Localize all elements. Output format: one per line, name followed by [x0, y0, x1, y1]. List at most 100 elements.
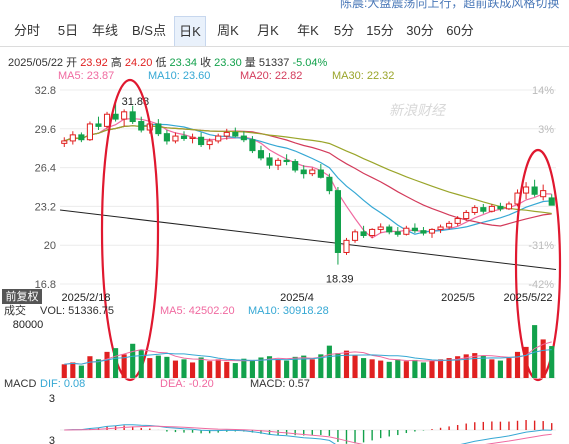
- candle-body: [180, 135, 188, 139]
- candle-body: [377, 226, 384, 230]
- open-value: 23.92: [80, 57, 108, 69]
- volume-bar: [429, 360, 435, 378]
- y-tick-label: 20: [44, 240, 56, 252]
- tab-3[interactable]: B/S点: [132, 23, 166, 38]
- volume-bar: [95, 359, 102, 378]
- candle-body: [121, 111, 128, 120]
- open-label: 开: [66, 57, 78, 69]
- volume-bar: [249, 359, 255, 378]
- volume-bar: [369, 359, 375, 378]
- tab-2[interactable]: 年线: [91, 23, 118, 38]
- ma-line-ma20: [64, 125, 552, 227]
- candle-body: [514, 192, 521, 205]
- volume-bar: [266, 356, 273, 378]
- pct-tick-label: -42%: [528, 279, 554, 291]
- tab-9[interactable]: 15分: [366, 23, 394, 38]
- candle-body: [540, 190, 547, 198]
- ma5-legend: MA5: 23.87: [58, 70, 115, 82]
- tab-6[interactable]: 月K: [257, 23, 279, 38]
- candle-body: [78, 134, 85, 141]
- volume-bar: [284, 360, 290, 378]
- candle-body: [69, 134, 76, 142]
- candle-body: [206, 140, 213, 146]
- candle-body: [403, 227, 410, 235]
- candle-body: [446, 222, 453, 228]
- x-tick-label: 2025/2/18: [62, 292, 111, 304]
- candle-body: [411, 227, 418, 232]
- pct-tick-label: 14%: [532, 85, 554, 97]
- candle-body: [488, 205, 495, 212]
- volume-bar: [78, 365, 84, 378]
- candle-body: [172, 135, 179, 142]
- candle-body: [497, 205, 504, 210]
- volume-bar: [70, 362, 76, 378]
- volume-bar: [420, 362, 427, 378]
- x-tick-label: 2025/5/22: [504, 292, 553, 304]
- volume-bar: [326, 345, 332, 378]
- dea-label: DEA: -0.20: [160, 378, 214, 390]
- ma-line-ma10: [64, 123, 552, 235]
- tab-5[interactable]: 周K: [217, 23, 239, 38]
- top-news-strip[interactable]: 陈晨:大盘震荡向上行，超前跌成风格切换: [340, 0, 560, 10]
- volume-bar: [361, 358, 367, 378]
- tab-1[interactable]: 5日: [57, 23, 79, 38]
- candle-body: [146, 123, 153, 131]
- volume-bar: [403, 361, 409, 378]
- candle-body: [189, 136, 196, 140]
- candle-body: [215, 135, 222, 142]
- high-marker: 31.88: [122, 96, 150, 108]
- candle-body: [232, 131, 239, 137]
- tab-10[interactable]: 30分: [406, 23, 434, 38]
- macd-axis-top: 3: [49, 393, 55, 405]
- volume-bar: [463, 354, 469, 378]
- volume-bar: [130, 343, 136, 378]
- candle-body: [369, 228, 376, 236]
- volume-bar: [378, 360, 384, 378]
- volume-bar: [181, 359, 187, 378]
- y-tick-label: 32.8: [35, 85, 56, 97]
- highlight-ellipse: [100, 78, 160, 382]
- volume-bar: [386, 361, 392, 378]
- trend-line: [59, 209, 557, 270]
- candle-body: [163, 133, 170, 142]
- candle-body: [343, 239, 350, 253]
- candle-body: [326, 176, 333, 192]
- tab-11[interactable]: 60分: [446, 23, 474, 38]
- ma-line-ma5: [64, 117, 552, 239]
- vol-axis-top: 80000: [13, 319, 44, 331]
- volume-title: 成交: [4, 303, 26, 317]
- quote-info: 2025/05/22 开 23.92 高 24.20 低 23.34 收 23.…: [8, 54, 327, 70]
- bottom-axis-label: 3: [49, 435, 55, 444]
- volume-bar: [412, 359, 418, 378]
- tab-8[interactable]: 5分: [333, 23, 355, 38]
- volume-ma-line: [64, 341, 552, 365]
- tab-4[interactable]: 日K: [174, 16, 206, 46]
- candle-body: [103, 113, 111, 127]
- tab-7[interactable]: 年K: [297, 23, 319, 38]
- highlight-ellipse: [514, 148, 562, 382]
- candle-body: [386, 226, 393, 233]
- volume-bar: [335, 353, 341, 378]
- volume-bar: [318, 354, 324, 378]
- candle-body: [454, 218, 461, 224]
- volume-bar: [241, 358, 247, 378]
- ma30-legend: MA30: 22.32: [332, 70, 395, 82]
- close-value: 23.30: [214, 57, 242, 69]
- volume-bar: [138, 350, 144, 378]
- candle-body: [138, 121, 145, 131]
- low-label: 低: [155, 57, 167, 69]
- candle-body: [223, 131, 230, 137]
- candle-body: [463, 211, 470, 220]
- volume-bar: [523, 346, 529, 378]
- candle-body: [257, 150, 265, 159]
- volume-bar: [395, 359, 401, 378]
- volume-bar: [215, 359, 221, 378]
- dif-label: DIF: 0.08: [40, 378, 85, 390]
- ma-line-ma30: [64, 125, 552, 215]
- candle-body: [523, 186, 530, 194]
- candle-body: [548, 197, 555, 206]
- tab-0[interactable]: 分时: [13, 23, 40, 38]
- volume-bar: [497, 360, 503, 378]
- volume-bar: [301, 355, 307, 378]
- candle-body: [437, 226, 444, 230]
